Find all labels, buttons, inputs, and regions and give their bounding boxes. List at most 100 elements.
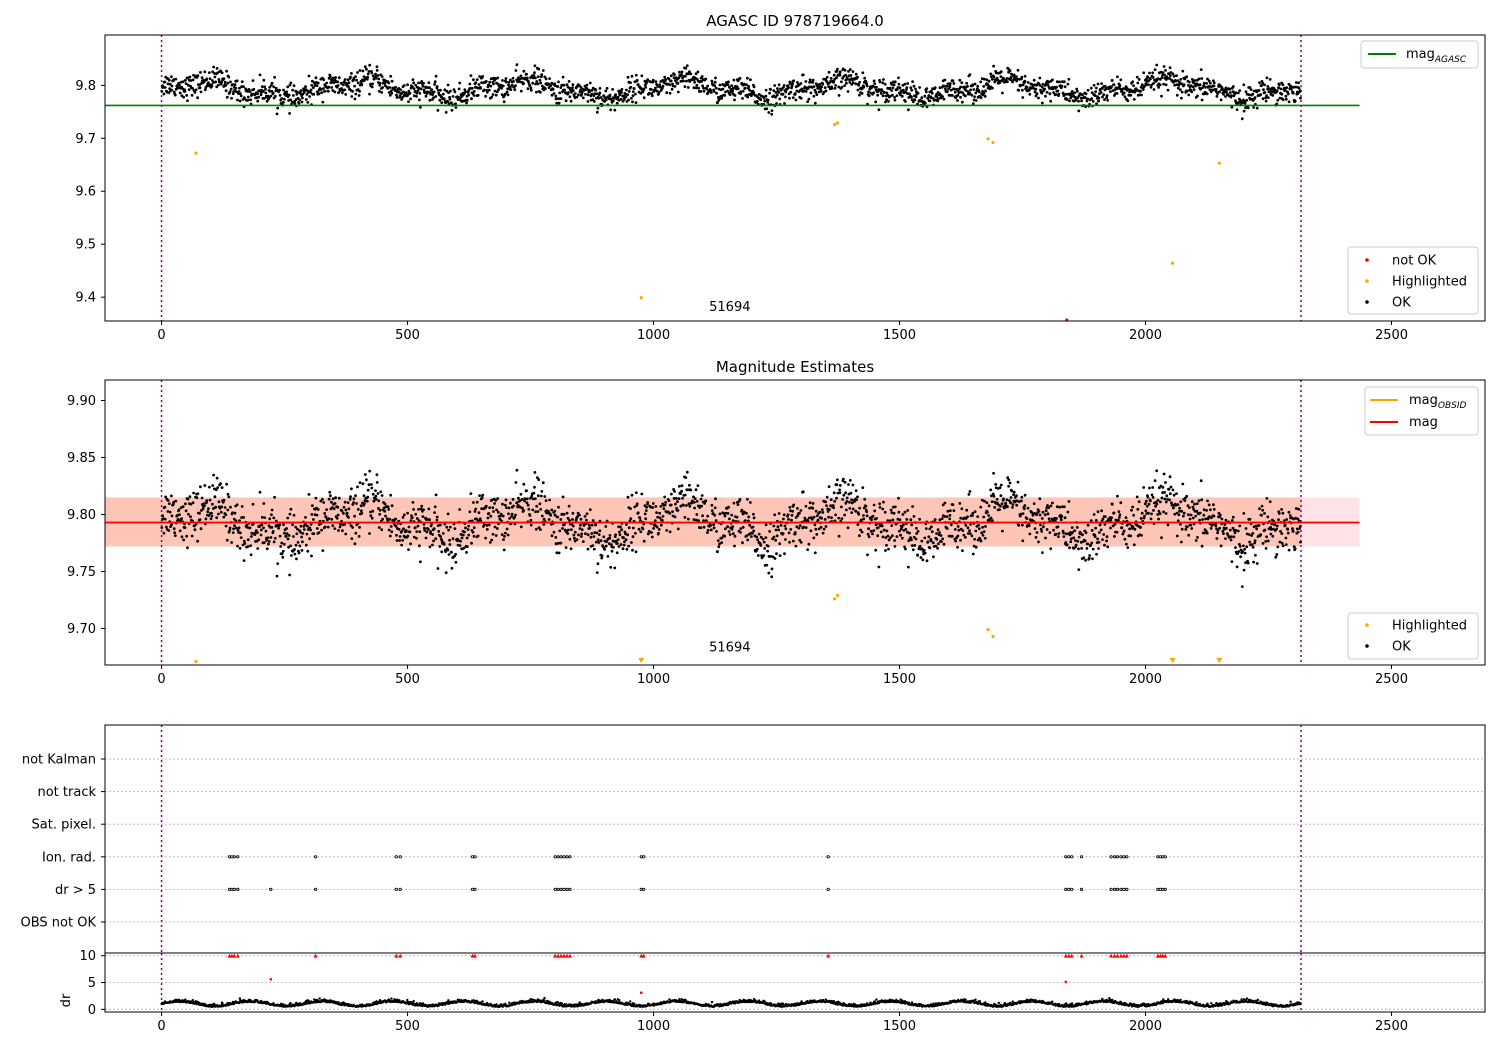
ok-point xyxy=(872,503,876,507)
ok-point xyxy=(522,82,525,85)
ok-point xyxy=(556,85,560,88)
ok-point xyxy=(1012,493,1015,497)
ok-point xyxy=(378,81,382,85)
ok-point xyxy=(1074,98,1078,101)
ok-point xyxy=(423,91,427,95)
ok-point xyxy=(594,88,597,92)
ok-point xyxy=(1094,526,1097,530)
ok-point xyxy=(837,85,841,89)
ok-point xyxy=(692,500,696,504)
ok-point xyxy=(1183,499,1187,502)
ok-point xyxy=(242,559,246,562)
ok-point xyxy=(808,85,811,89)
ok-point xyxy=(943,78,947,82)
ok-point xyxy=(1123,95,1127,99)
ok-point xyxy=(788,96,791,100)
ok-point xyxy=(738,498,742,501)
ok-point xyxy=(794,544,798,548)
ok-point xyxy=(309,528,312,532)
ok-point xyxy=(903,82,907,86)
ok-point xyxy=(642,539,646,543)
ok-point xyxy=(1162,510,1165,514)
ok-point xyxy=(893,98,897,102)
ok-point xyxy=(315,513,319,517)
ok-point xyxy=(1086,97,1090,101)
ok-point xyxy=(1279,530,1282,533)
ok-point xyxy=(1198,511,1202,515)
ok-point xyxy=(1194,539,1198,542)
ok-point xyxy=(999,483,1003,487)
ok-point xyxy=(518,499,522,503)
ok-point xyxy=(470,541,473,545)
ok-point xyxy=(1296,530,1300,534)
ok-point xyxy=(447,102,451,106)
ok-point xyxy=(749,78,752,82)
ok-point xyxy=(242,85,246,88)
ok-point xyxy=(607,97,611,101)
ok-point xyxy=(832,73,836,77)
ok-point xyxy=(697,86,700,90)
ok-point xyxy=(935,532,938,535)
ok-point xyxy=(297,101,301,105)
ok-point xyxy=(1294,507,1298,510)
ok-point xyxy=(629,517,633,521)
ok-point xyxy=(643,512,647,516)
ok-point xyxy=(938,531,941,534)
ok-point xyxy=(792,79,796,83)
ok-point xyxy=(701,84,704,88)
ok-point xyxy=(979,96,983,100)
ok-point xyxy=(855,498,858,502)
ok-point xyxy=(363,65,367,69)
ok-point xyxy=(461,533,465,537)
ok-point xyxy=(871,532,874,536)
ok-point xyxy=(361,482,365,486)
ok-point xyxy=(717,545,721,549)
ok-point xyxy=(745,83,748,87)
ok-point xyxy=(592,535,596,538)
ok-point xyxy=(912,515,916,518)
ok-point xyxy=(446,512,450,516)
ok-point xyxy=(1257,89,1261,92)
ok-point xyxy=(796,81,799,84)
ok-point xyxy=(638,516,642,520)
ok-point xyxy=(972,98,976,102)
ok-point xyxy=(796,514,800,518)
ok-point xyxy=(809,91,813,95)
ok-point xyxy=(345,511,349,515)
ok-point xyxy=(478,494,481,497)
ok-point xyxy=(1019,512,1023,516)
ok-point xyxy=(553,509,557,513)
ok-point xyxy=(417,507,420,511)
ok-point xyxy=(191,87,195,90)
ok-point xyxy=(394,517,397,521)
ok-point xyxy=(1193,502,1196,506)
ok-point xyxy=(1195,509,1199,513)
ok-point xyxy=(433,505,437,509)
ok-point xyxy=(198,518,202,521)
legend-label: not OK xyxy=(1392,254,1437,269)
ok-point xyxy=(163,86,167,89)
ok-point xyxy=(535,90,538,94)
ok-point xyxy=(1101,517,1105,521)
ok-point xyxy=(248,526,252,530)
ok-point xyxy=(774,95,777,99)
ok-point xyxy=(867,527,870,531)
ok-point xyxy=(208,485,211,489)
ok-point xyxy=(377,89,381,93)
top-panel-title: AGASC ID 978719664.0 xyxy=(706,12,884,30)
flag-marker xyxy=(394,887,398,892)
ok-point xyxy=(752,516,756,520)
ok-point xyxy=(807,97,811,101)
ok-point xyxy=(1191,505,1195,509)
ok-point xyxy=(668,91,672,95)
ok-point xyxy=(1271,534,1275,538)
ok-point xyxy=(322,78,326,82)
highlighted-point xyxy=(835,593,840,598)
ok-point xyxy=(943,501,947,505)
ok-point xyxy=(923,94,927,98)
ok-point xyxy=(205,499,209,503)
ok-point xyxy=(700,80,703,83)
ok-point xyxy=(912,535,916,539)
ok-point xyxy=(834,513,837,517)
ok-point xyxy=(1264,99,1268,103)
